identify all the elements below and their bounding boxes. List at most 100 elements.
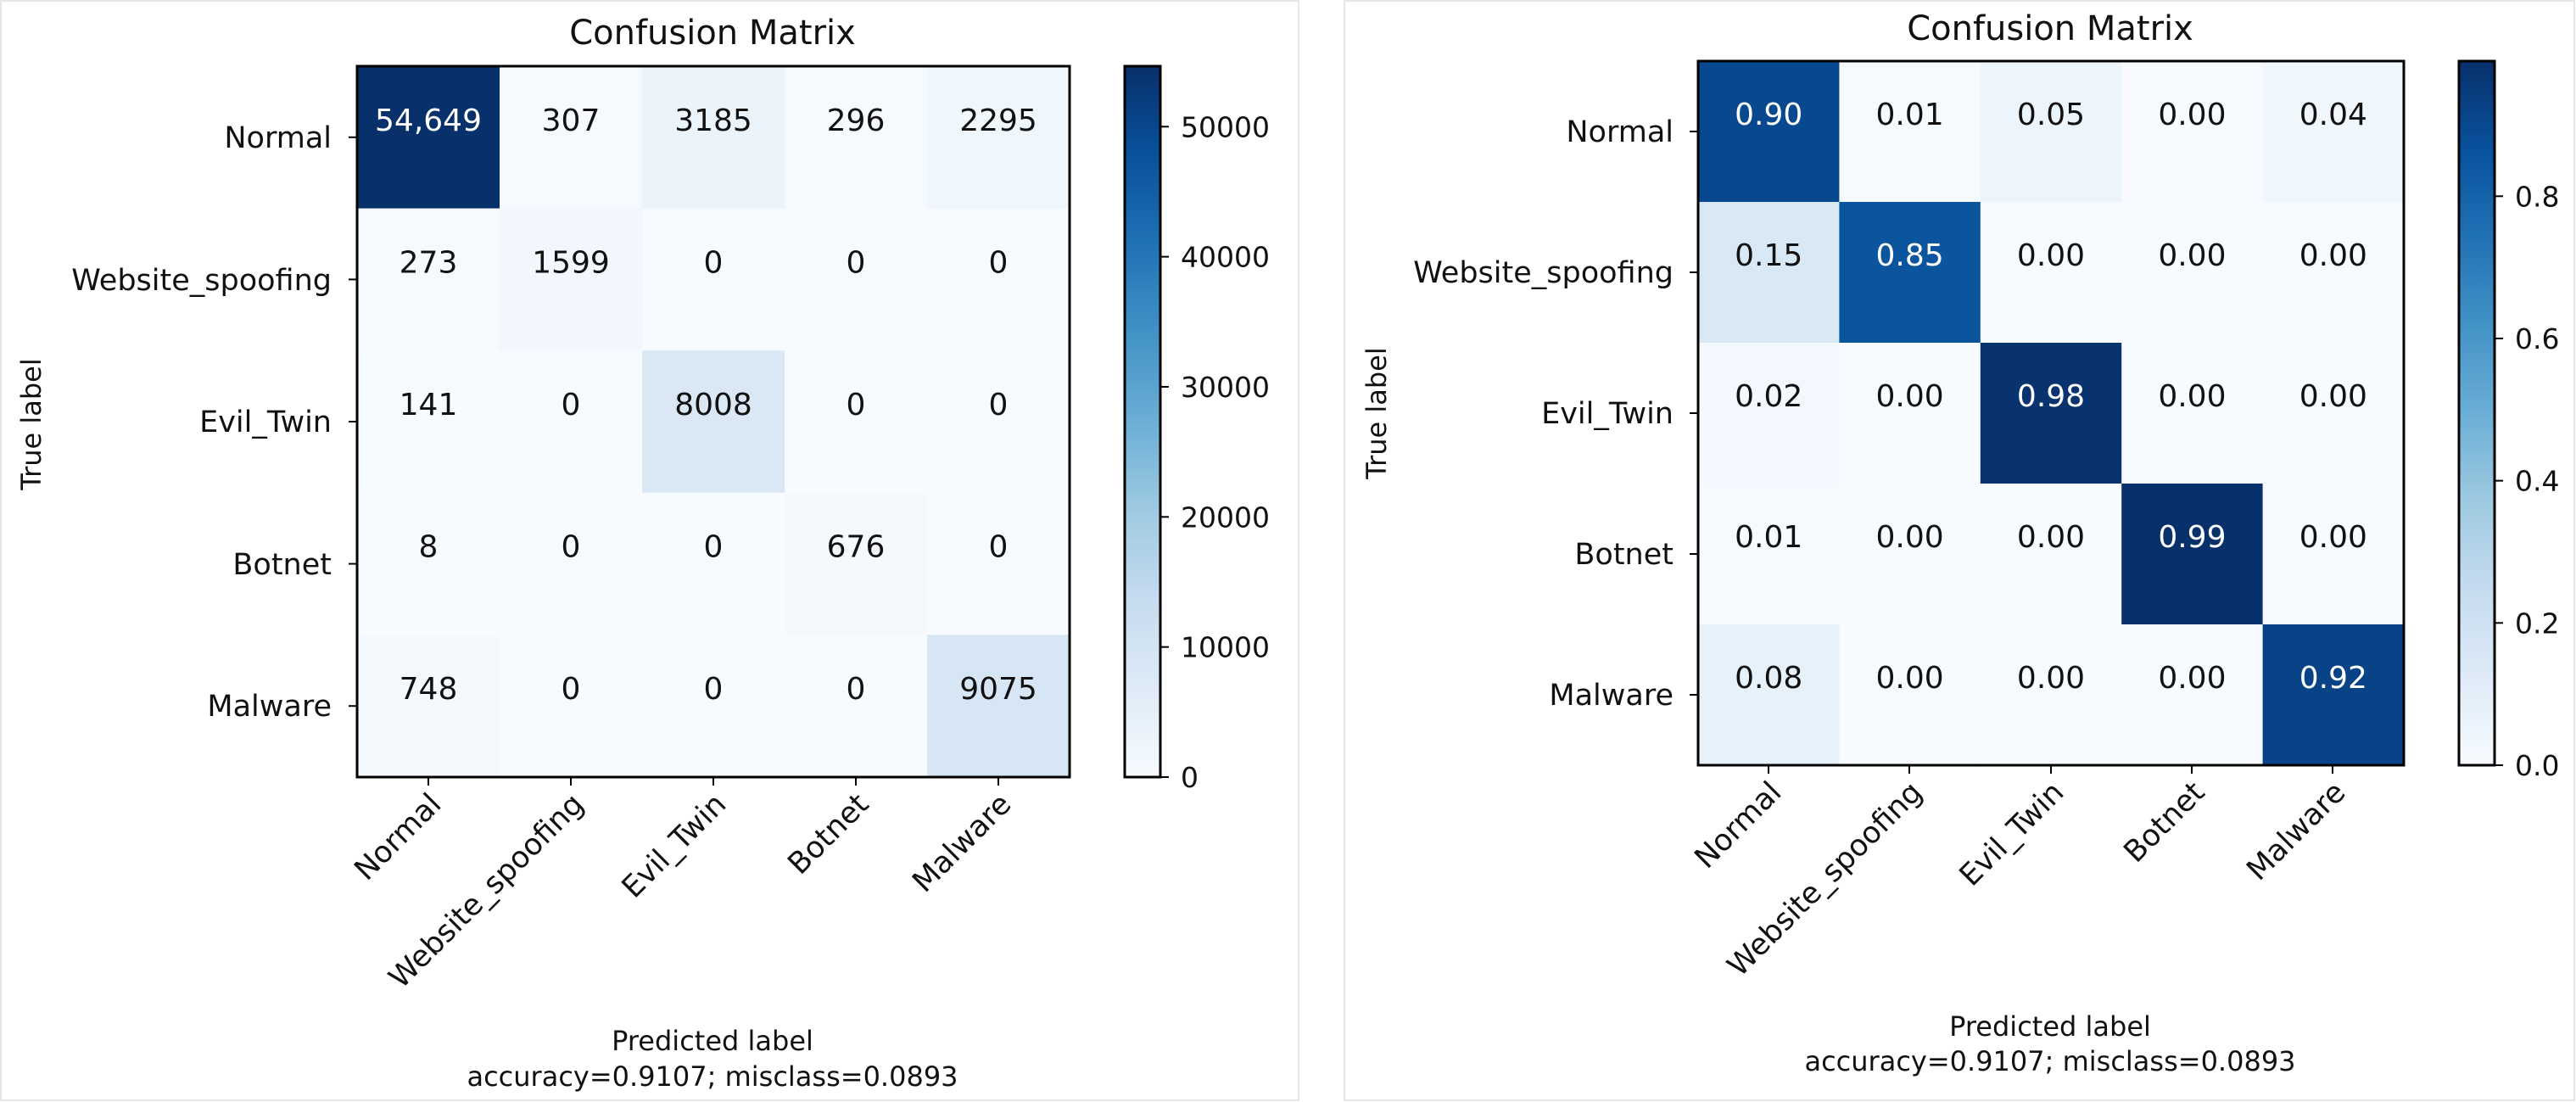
y-tick-label-normal: Normal: [1566, 115, 1674, 149]
heatmap-cell-botnet-normal: [357, 492, 500, 635]
heatmap-cell-website-spoofing-malware: [927, 208, 1070, 351]
cell-value-evil-twin-botnet: 0.00: [2158, 379, 2226, 414]
cell-value-malware-website-spoofing: 0.00: [1876, 661, 1944, 696]
heatmap-cell-evil-twin-normal: [1698, 343, 1840, 484]
cell-value-malware-malware: 0.92: [2299, 661, 2367, 696]
heatmap-cell-botnet-malware: [927, 492, 1070, 635]
colorbar-tick-label-3: 0.6: [2515, 322, 2559, 355]
colorbar-ticks: 0 10000 20000 30000 40000 50000: [1160, 110, 1270, 794]
y-tick-label-normal: Normal: [224, 121, 332, 155]
heatmap-cell-normal-evil-twin: [642, 66, 785, 210]
cell-value-botnet-malware: 0: [989, 530, 1009, 565]
cell-value-botnet-evil-twin: 0: [704, 530, 724, 565]
heatmap-cell-website-spoofing-website-spoofing: [1839, 202, 1981, 344]
y-tick-label-malware: Malware: [1549, 679, 1674, 713]
x-tick-label-normal: Normal: [349, 787, 449, 887]
x-tick-label-normal: Normal: [1689, 775, 1789, 875]
cell-value-botnet-botnet: 0.99: [2158, 520, 2226, 555]
y-tick-label-website-spoofing: Website_spoofing: [1413, 256, 1674, 290]
heatmap-cell-website-spoofing-website-spoofing: [500, 208, 643, 351]
cell-value-normal-malware: 0.04: [2299, 98, 2367, 132]
cell-value-evil-twin-website-spoofing: 0: [562, 388, 581, 422]
cell-value-botnet-botnet: 676: [827, 530, 886, 565]
colorbar-tick-label-3: 30000: [1181, 371, 1270, 404]
heatmap-cell-evil-twin-website-spoofing: [500, 350, 643, 494]
heatmap-cell-evil-twin-normal: [357, 350, 500, 494]
colorbar-frame: [1123, 64, 1162, 779]
panel-frame: [1344, 0, 2575, 1101]
cell-value-website-spoofing-malware: 0: [989, 245, 1009, 280]
colorbar-tick-label-5: 50000: [1181, 110, 1270, 143]
heatmap-cell-malware-malware: [2262, 624, 2405, 766]
x-axis-title: Predicted label: [612, 1025, 813, 1057]
heatmap-cell-malware-botnet: [2121, 624, 2264, 766]
heatmap-cells: [1698, 61, 2405, 766]
heatmap-cell-malware-malware: [927, 635, 1070, 778]
heatmap-cell-evil-twin-botnet: [785, 350, 928, 494]
colorbar-tick-label-1: 0.2: [2515, 607, 2559, 640]
colorbar-tick-label-0: 0.0: [2515, 749, 2559, 782]
cell-value-malware-normal: 0.08: [1735, 661, 1802, 696]
cell-value-website-spoofing-malware: 0.00: [2299, 238, 2367, 273]
colorbar-frame: [2457, 59, 2496, 767]
colorbar: 0 10000 20000 30000 40000 50000: [1123, 64, 1270, 794]
x-axis-title: Predicted label: [1949, 1010, 2151, 1043]
heatmap-cell-normal-botnet: [2121, 61, 2264, 203]
heatmap-cell-normal-botnet: [785, 66, 928, 210]
colorbar-gradient: [1125, 66, 1160, 777]
heatmap-cell-website-spoofing-normal: [1698, 202, 1840, 344]
heatmap-cell-website-spoofing-evil-twin: [642, 208, 785, 351]
accuracy-footer: accuracy=0.9107; misclass=0.0893: [467, 1060, 958, 1093]
heatmap-cell-normal-website-spoofing: [1839, 61, 1981, 203]
heatmap-cell-botnet-evil-twin: [642, 492, 785, 635]
heatmap-cell-botnet-botnet: [2121, 484, 2264, 625]
x-tick-label-botnet: Botnet: [2118, 775, 2212, 870]
cell-value-evil-twin-evil-twin: 8008: [674, 388, 752, 422]
heatmap-cell-evil-twin-malware: [927, 350, 1070, 494]
cell-value-malware-evil-twin: 0: [704, 672, 724, 707]
cell-value-website-spoofing-evil-twin: 0.00: [2017, 238, 2085, 273]
cell-value-normal-botnet: 0.00: [2158, 98, 2226, 132]
colorbar-tick-label-1: 10000: [1181, 631, 1270, 664]
cell-value-website-spoofing-botnet: 0.00: [2158, 238, 2226, 273]
y-axis-ticks: Normal Website_spoofing Evil_Twin Botnet…: [71, 121, 357, 724]
colorbar-tick-label-4: 0.8: [2515, 180, 2559, 213]
heatmap-cell-botnet-normal: [1698, 484, 1840, 625]
heatmap-cell-botnet-botnet: [785, 492, 928, 635]
cell-value-evil-twin-normal: 141: [400, 388, 458, 422]
confusion-matrix-counts-panel: Confusion Matrix 54,649 307 3185 296 2295 273…: [0, 0, 1299, 1101]
cell-value-website-spoofing-botnet: 0: [847, 245, 866, 280]
cell-value-evil-twin-malware: 0.00: [2299, 379, 2367, 414]
y-axis-title: True label: [1361, 347, 1393, 480]
colorbar-tick-label-2: 0.4: [2515, 465, 2559, 498]
cell-value-website-spoofing-normal: 273: [400, 245, 458, 280]
accuracy-footer: accuracy=0.9107; misclass=0.0893: [1804, 1045, 2295, 1077]
x-tick-label-malware: Malware: [906, 787, 1018, 899]
cell-values: 0.90 0.01 0.05 0.00 0.04 0.15 0.85 0.00 0.00 0.00…: [1735, 98, 2367, 696]
cell-value-malware-normal: 748: [400, 672, 458, 707]
heatmap-cell-normal-normal: [1698, 61, 1840, 203]
cell-value-botnet-website-spoofing: 0: [562, 530, 581, 565]
heatmap-cell-botnet-evil-twin: [1980, 484, 2122, 625]
panel-frame: [0, 0, 1299, 1101]
cell-value-malware-website-spoofing: 0: [562, 672, 581, 707]
colorbar-gradient: [2459, 61, 2495, 765]
cell-value-evil-twin-evil-twin: 0.98: [2017, 379, 2085, 414]
y-tick-label-evil-twin: Evil_Twin: [199, 406, 332, 439]
cell-value-malware-botnet: 0.00: [2158, 661, 2226, 696]
heatmap-cell-normal-website-spoofing: [500, 66, 643, 210]
cell-value-botnet-normal: 8: [419, 530, 439, 565]
cell-value-normal-website-spoofing: 307: [542, 103, 601, 138]
heatmap-cell-evil-twin-evil-twin: [1980, 343, 2122, 484]
x-tick-label-botnet: Botnet: [782, 787, 876, 881]
cell-value-evil-twin-normal: 0.02: [1735, 379, 1802, 414]
x-tick-label-malware: Malware: [2240, 775, 2352, 887]
heatmap-cells: [357, 66, 1070, 778]
confusion-matrix-normalized-panel: Confusion Matrix 0.90 0.01 0.05 0.00 0.04 0.1…: [1344, 0, 2575, 1101]
cell-value-botnet-website-spoofing: 0.00: [1876, 520, 1944, 555]
y-tick-label-malware: Malware: [207, 690, 332, 724]
x-axis-ticks: Normal Website_spoofing Evil_Twin Botnet…: [349, 777, 1018, 995]
heatmap-cell-malware-evil-twin: [642, 635, 785, 778]
